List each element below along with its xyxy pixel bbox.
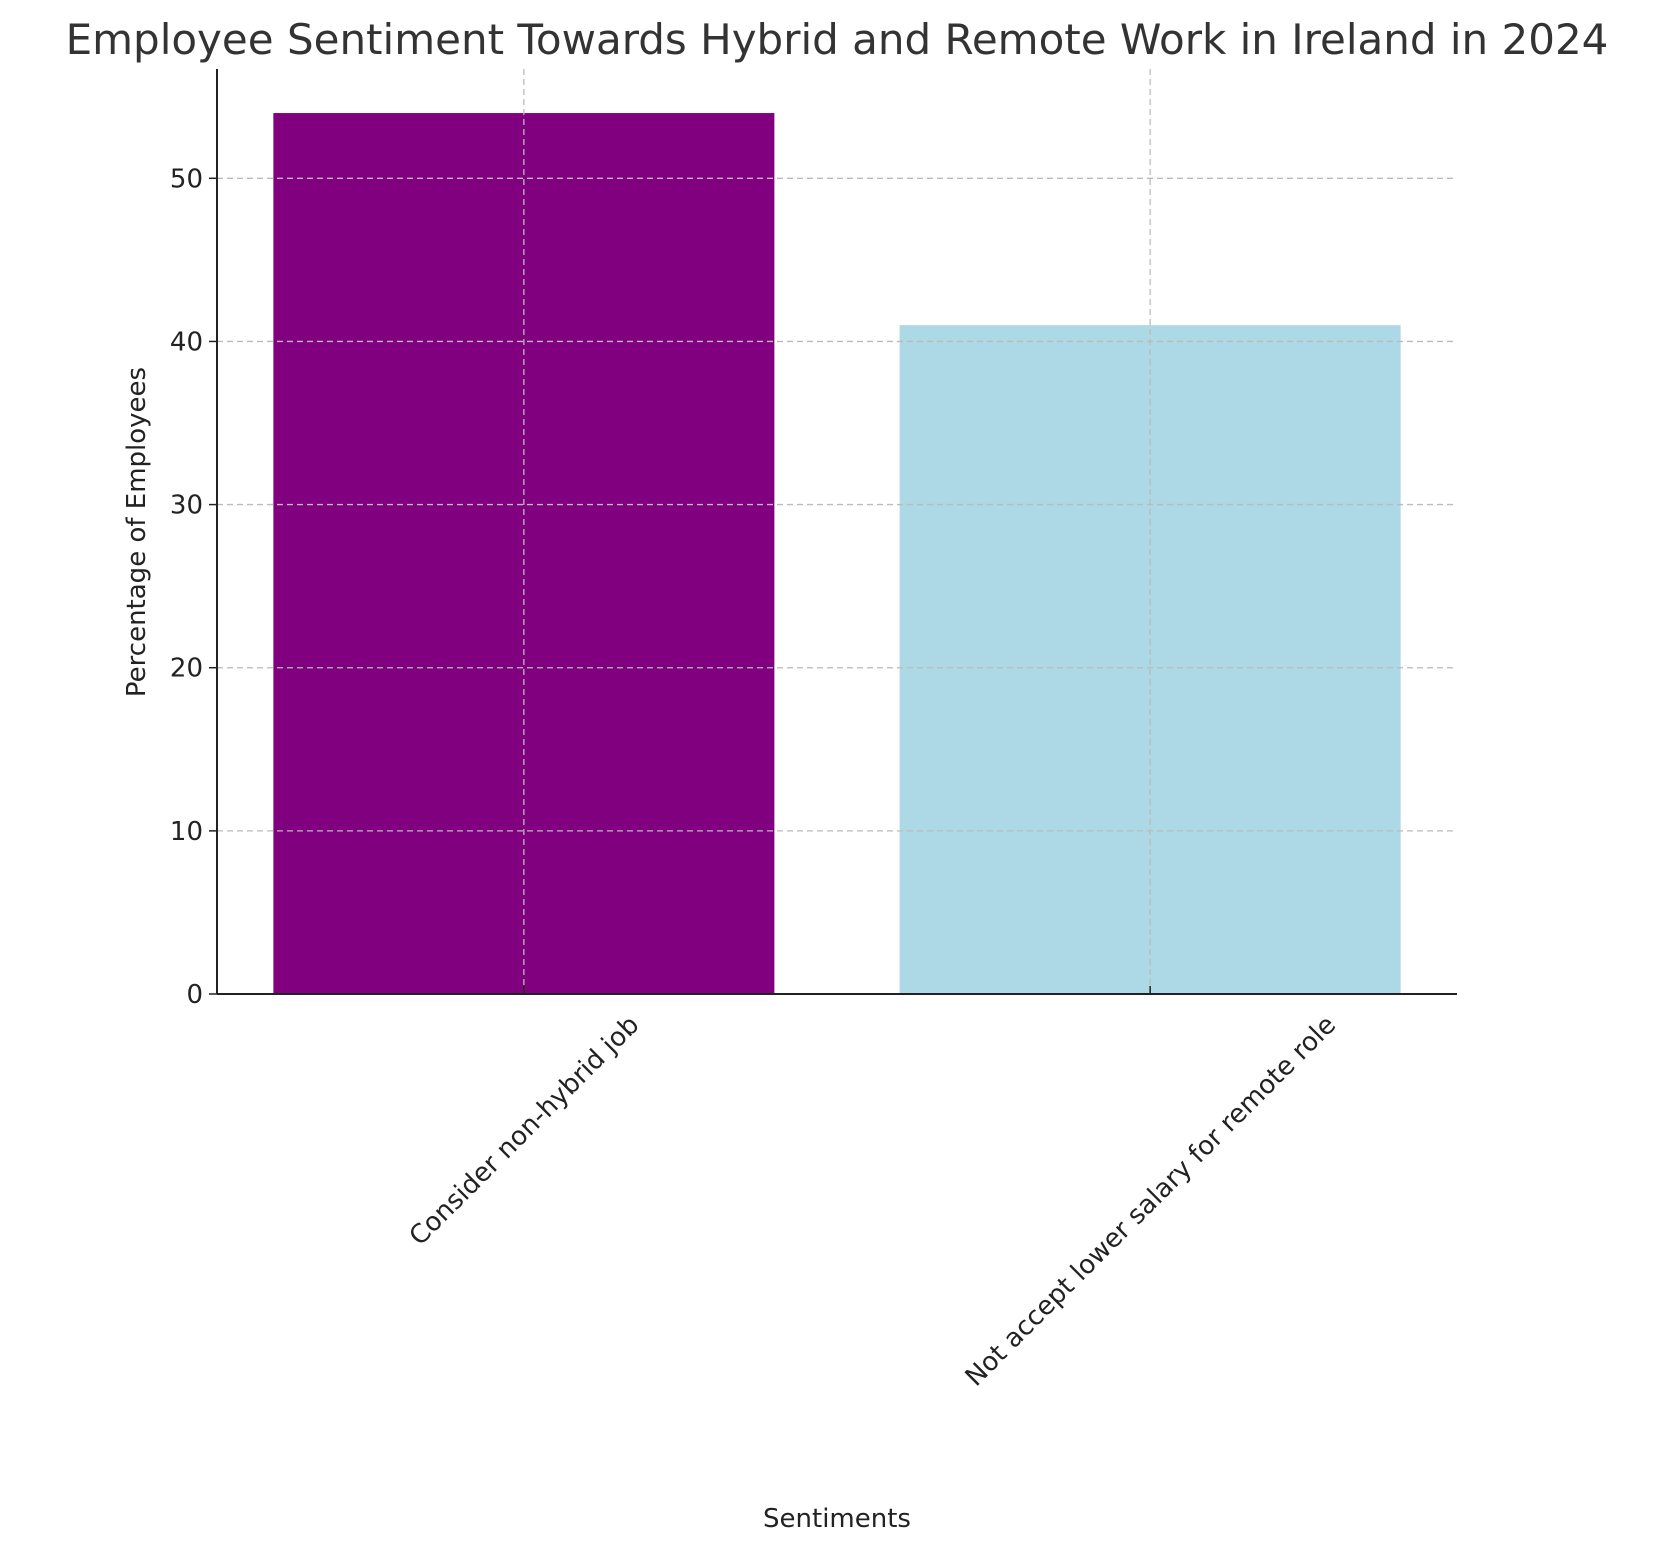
y-axis-label: Percentage of Employees bbox=[122, 367, 152, 697]
y-tick-label: 10 bbox=[170, 817, 203, 847]
x-axis-label: Sentiments bbox=[763, 1504, 911, 1534]
x-tick-label: Consider non-hybrid job bbox=[404, 1010, 646, 1252]
y-tick-label: 30 bbox=[170, 491, 203, 521]
y-tick-label: 0 bbox=[186, 980, 203, 1010]
x-tick-label: Not accept lower salary for remote role bbox=[960, 1010, 1342, 1392]
chart-title: Employee Sentiment Towards Hybrid and Re… bbox=[66, 15, 1609, 64]
y-tick-label: 20 bbox=[170, 654, 203, 684]
y-tick-label: 40 bbox=[170, 327, 203, 357]
y-tick-label: 50 bbox=[170, 164, 203, 194]
